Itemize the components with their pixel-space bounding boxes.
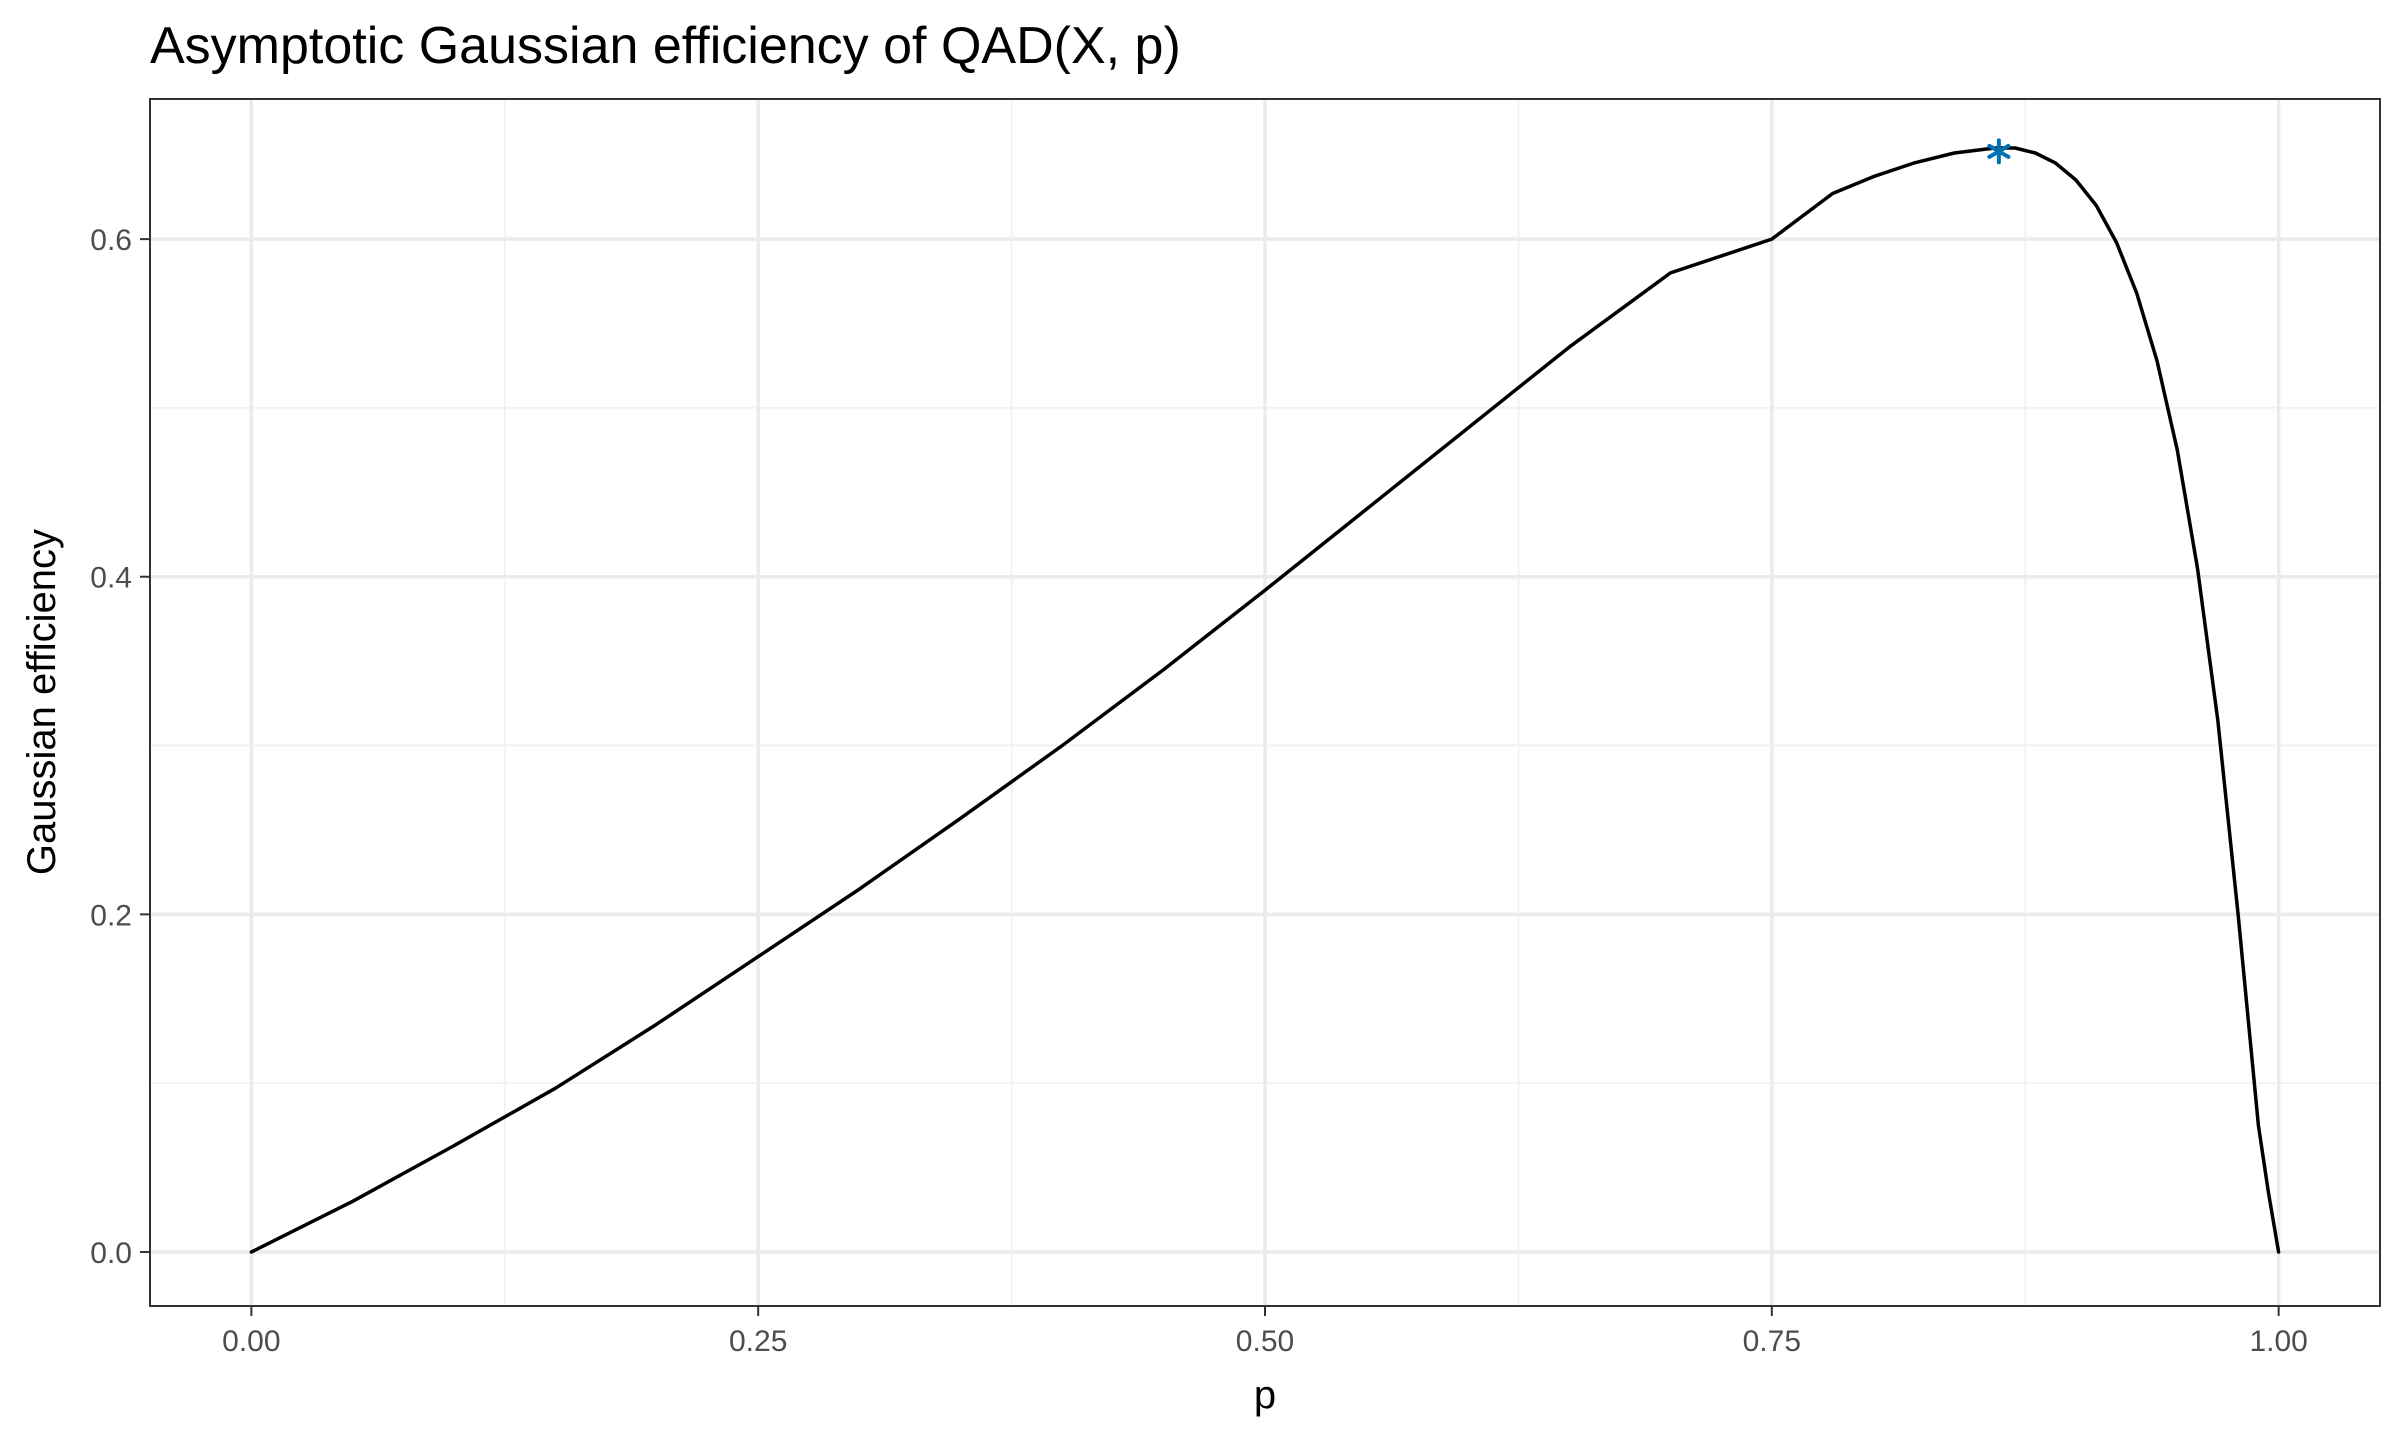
major-grid bbox=[150, 99, 2380, 1306]
x-tick-label: 0.50 bbox=[1236, 1325, 1294, 1358]
efficiency-curve bbox=[249, 146, 2281, 1254]
x-tick-label: 1.00 bbox=[2249, 1325, 2307, 1358]
x-tick-label: 0.75 bbox=[1743, 1325, 1801, 1358]
annotation-layer bbox=[1987, 138, 2011, 165]
x-axis: 0.00 0.25 0.50 0.75 1.00 bbox=[222, 1306, 2308, 1358]
series-layer bbox=[249, 146, 2281, 1254]
x-tick-label: 0.00 bbox=[222, 1325, 280, 1358]
chart-title: Asymptotic Gaussian efficiency of QAD(X,… bbox=[150, 17, 1181, 75]
y-tick-label: 0.0 bbox=[90, 1237, 132, 1270]
max-efficiency-marker bbox=[1987, 138, 2011, 165]
y-tick-label: 0.6 bbox=[90, 224, 132, 257]
x-axis-title: p bbox=[1254, 1373, 1276, 1417]
y-tick-label: 0.4 bbox=[90, 562, 132, 595]
marker-stroke bbox=[1987, 143, 2011, 159]
y-axis-title: Gaussian efficiency bbox=[20, 529, 64, 875]
y-tick-label: 0.2 bbox=[90, 899, 132, 932]
y-axis: 0.0 0.2 0.4 0.6 bbox=[90, 224, 150, 1270]
x-tick-label: 0.25 bbox=[729, 1325, 787, 1358]
